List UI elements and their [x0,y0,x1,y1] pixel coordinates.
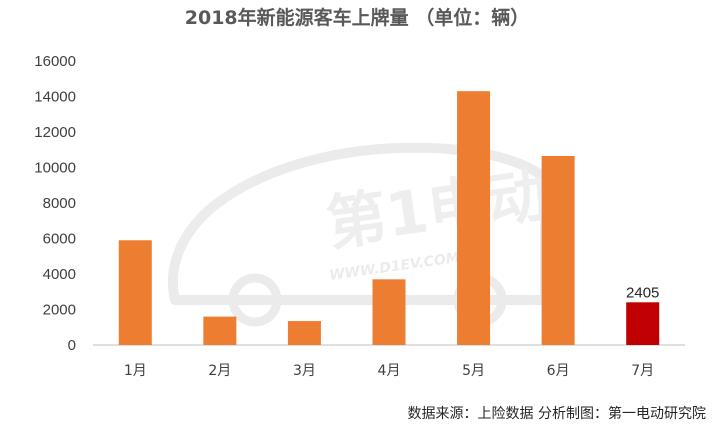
y-tick-label: 4000 [43,266,76,283]
chart-title: 2018年新能源客车上牌量 （单位：辆） [185,6,530,29]
data-labels: 2405 [626,284,659,301]
y-tick-label: 2000 [43,302,76,319]
y-tick-label: 12000 [34,124,76,141]
y-tick-label: 8000 [43,195,76,212]
watermark-brand: 第1电动 [322,160,551,260]
bar [203,316,237,345]
x-tick-label: 5月 [462,363,485,379]
wheel-icon [228,273,282,327]
x-tick-label: 1月 [124,363,147,379]
watermark: 第1电动 WWW.D1EV.COM [167,142,552,327]
y-tick-label: 10000 [34,160,76,177]
car-outline-icon [167,142,550,305]
x-axis-ticks: 1月 2月 3月 4月 5月 6月 7月 [124,363,654,379]
bar [457,91,491,345]
bar [372,279,406,345]
footer-source: 数据来源：上险数据 分析制图：第一电动研究院 [408,405,706,422]
x-tick-label: 7月 [631,363,654,379]
bar [626,302,660,345]
bar [287,321,321,345]
y-tick-label: 6000 [43,231,76,248]
x-tick-label: 4月 [378,363,401,379]
x-tick-label: 3月 [293,363,316,379]
y-axis-ticks: 0 2000 4000 6000 8000 10000 12000 14000 16000 [34,53,76,354]
bars-group [118,91,660,345]
x-tick-label: 6月 [547,363,570,379]
y-tick-label: 14000 [34,89,76,106]
data-label: 2405 [626,284,659,301]
bar [118,240,152,345]
x-tick-label: 2月 [208,363,231,379]
y-tick-label: 0 [68,337,76,354]
bar [541,155,575,345]
y-tick-label: 16000 [34,53,76,70]
